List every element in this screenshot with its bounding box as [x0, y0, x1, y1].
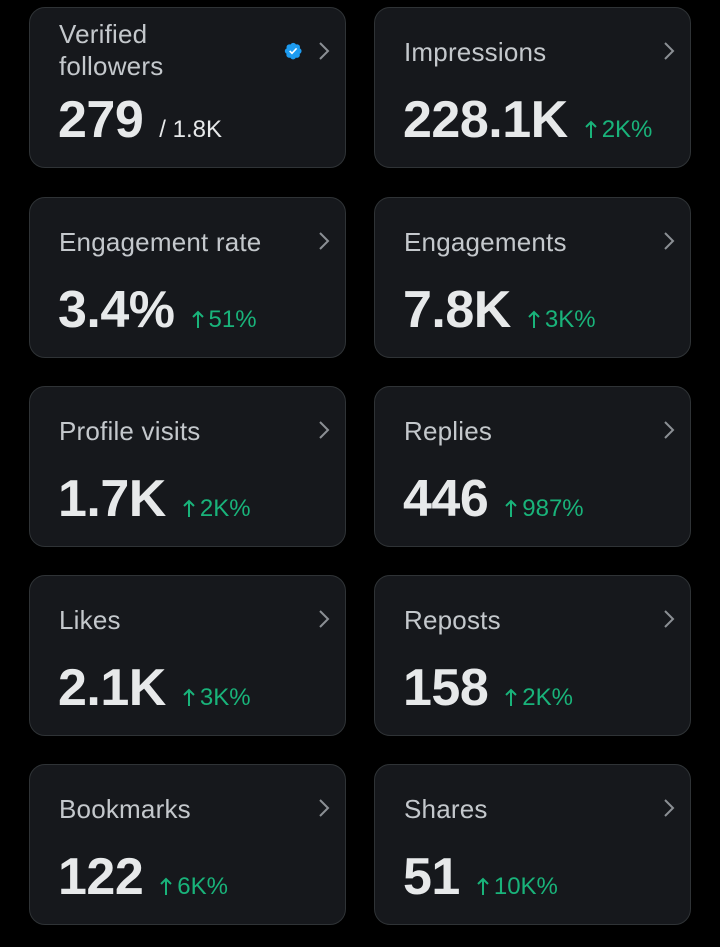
metric-delta-text: 51%	[208, 306, 257, 333]
metric-value: 446	[403, 470, 489, 528]
metric-delta-text: 2K%	[601, 116, 653, 143]
card-label: Bookmarks	[59, 794, 191, 824]
card-reposts[interactable]: Reposts 158 2K%	[374, 575, 691, 736]
value-row: 3.4% 51%	[58, 280, 257, 340]
arrow-up-icon	[505, 499, 517, 517]
metric-value: 1.7K	[58, 470, 166, 528]
card-bookmarks[interactable]: Bookmarks 122 6K%	[29, 764, 346, 925]
value-row: 446 987%	[403, 469, 584, 529]
metric-value: 3.4%	[58, 281, 175, 339]
metric-value: 122	[58, 848, 144, 906]
value-row: 51 10K%	[403, 847, 558, 907]
card-label: Shares	[404, 794, 488, 824]
chevron-right-icon	[319, 799, 330, 817]
card-likes[interactable]: Likes 2.1K 3K%	[29, 575, 346, 736]
card-label: Engagement rate	[59, 227, 262, 257]
card-label: Profile visits	[59, 416, 201, 446]
card-engagements[interactable]: Engagements 7.8K 3K%	[374, 197, 691, 358]
metric-value: 228.1K	[403, 91, 568, 149]
metric-delta: 2K%	[182, 495, 251, 523]
arrow-up-icon	[505, 688, 517, 706]
card-label: Likes	[59, 605, 121, 635]
chevron-right-icon	[319, 42, 330, 60]
metric-total: / 1.8K	[159, 116, 222, 143]
metric-delta: 2K%	[584, 116, 653, 144]
metric-delta: 3K%	[182, 684, 251, 712]
card-replies[interactable]: Replies 446 987%	[374, 386, 691, 547]
metric-delta-text: 2K%	[522, 684, 573, 711]
metric-delta-text: 6K%	[177, 873, 228, 900]
metric-delta-text: 10K%	[493, 873, 558, 900]
value-row: 158 2K%	[403, 658, 573, 718]
verified-badge-icon	[284, 42, 302, 60]
value-row: 2.1K 3K%	[58, 658, 251, 718]
chevron-right-icon	[664, 610, 675, 628]
arrow-up-icon	[160, 877, 172, 895]
arrow-up-icon	[183, 688, 195, 706]
value-row: 279 / 1.8K	[58, 90, 222, 150]
metric-delta-text: 2K%	[199, 495, 251, 522]
card-label: Engagements	[404, 227, 567, 257]
metric-delta: 2K%	[504, 684, 573, 712]
metric-delta-text: 987%	[522, 495, 584, 522]
chevron-right-icon	[319, 421, 330, 439]
metric-delta: 51%	[191, 306, 257, 334]
chevron-right-icon	[664, 421, 675, 439]
chevron-right-icon	[319, 610, 330, 628]
metric-value: 158	[403, 659, 489, 717]
metric-delta-text: 3K%	[544, 306, 596, 333]
metric-delta: 10K%	[476, 873, 558, 901]
chevron-right-icon	[664, 232, 675, 250]
card-impressions[interactable]: Impressions 228.1K 2K%	[374, 7, 691, 168]
arrow-up-icon	[528, 310, 540, 328]
metric-value: 51	[403, 848, 460, 906]
chevron-right-icon	[319, 232, 330, 250]
metric-delta-text: 3K%	[199, 684, 251, 711]
value-row: 228.1K 2K%	[403, 90, 652, 150]
metric-delta: 6K%	[159, 873, 228, 901]
metric-value: 2.1K	[58, 659, 166, 717]
metric-delta: 3K%	[527, 306, 596, 334]
card-label: Replies	[404, 416, 493, 446]
arrow-up-icon	[183, 499, 195, 517]
metric-value: 7.8K	[403, 281, 511, 339]
chevron-right-icon	[664, 42, 675, 60]
card-shares[interactable]: Shares 51 10K%	[374, 764, 691, 925]
value-row: 1.7K 2K%	[58, 469, 251, 529]
value-row: 7.8K 3K%	[403, 280, 596, 340]
arrow-up-icon	[477, 877, 489, 895]
card-engagement-rate[interactable]: Engagement rate 3.4% 51%	[29, 197, 346, 358]
chevron-right-icon	[664, 799, 675, 817]
metric-value: 279	[58, 91, 144, 149]
value-row: 122 6K%	[58, 847, 228, 907]
card-label: Verified followers	[59, 19, 164, 81]
card-verified-followers[interactable]: Verified followers 279 / 1.8K	[29, 7, 346, 168]
arrow-up-icon	[584, 120, 597, 138]
arrow-up-icon	[191, 310, 204, 328]
card-label: Impressions	[404, 37, 547, 67]
card-profile-visits[interactable]: Profile visits 1.7K 2K%	[29, 386, 346, 547]
metric-delta: 987%	[504, 495, 584, 523]
card-label: Reposts	[404, 605, 501, 635]
